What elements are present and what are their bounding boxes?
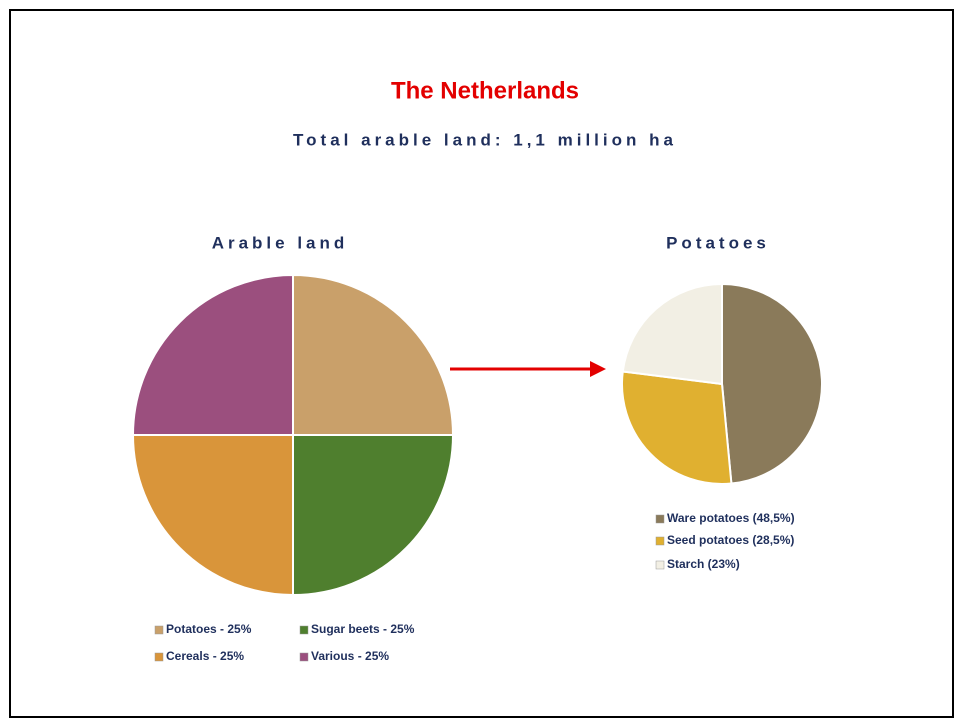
legend-label: Seed potatoes (28,5%) <box>667 533 794 547</box>
pie-slice <box>621 282 723 386</box>
legend-label: Various - 25% <box>311 649 389 663</box>
pie-slice <box>721 282 823 485</box>
legend-label: Sugar beets - 25% <box>311 622 415 636</box>
pie-slice <box>292 273 455 436</box>
pie-slice <box>131 434 294 597</box>
legend-swatch <box>655 560 665 570</box>
legend-label: Starch (23%) <box>667 557 740 571</box>
chart-title: Potatoes <box>666 233 770 252</box>
legend-label: Ware potatoes (48,5%) <box>667 511 795 525</box>
legend-label: Cereals - 25% <box>166 649 244 663</box>
legend-swatch <box>655 536 665 546</box>
pie-slice <box>621 370 733 485</box>
legend-swatch <box>154 625 164 635</box>
slide-subtitle: Total arable land: 1,1 million ha <box>293 130 677 149</box>
arrow-head <box>590 361 606 377</box>
slide-title: The Netherlands <box>391 77 579 104</box>
legend-swatch <box>154 652 164 662</box>
legend-label: Potatoes - 25% <box>166 622 252 636</box>
pie-slice <box>292 434 455 597</box>
pie-slice <box>131 273 294 436</box>
legend-swatch <box>299 625 309 635</box>
legend-swatch <box>299 652 309 662</box>
chart-title: Arable land <box>212 233 349 252</box>
legend-swatch <box>655 514 665 524</box>
